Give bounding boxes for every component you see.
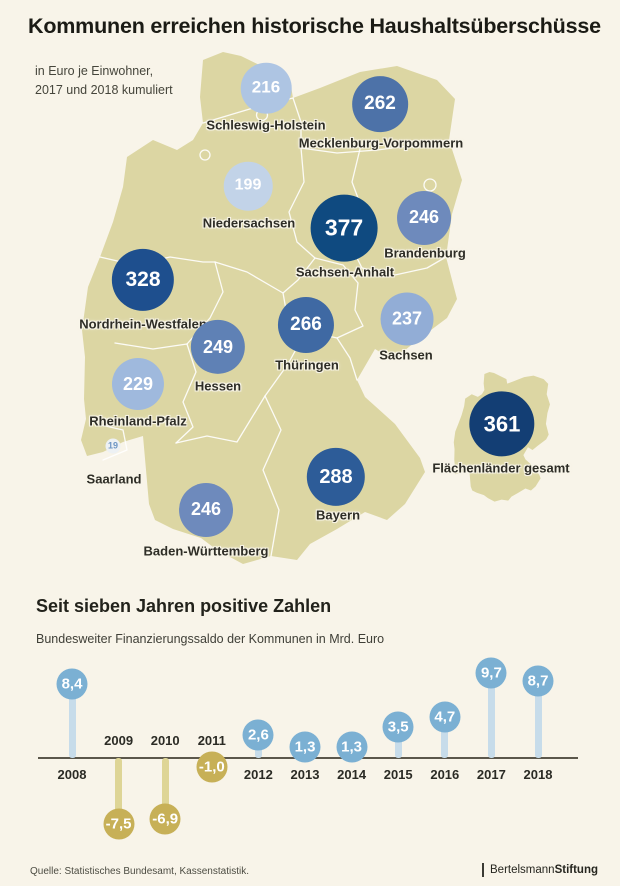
state-label-saarland: Saarland xyxy=(86,471,142,487)
map-subtitle-line2: 2017 und 2018 kumuliert xyxy=(35,83,173,98)
lollipop-stem-2010 xyxy=(161,758,169,819)
lollipop-value-2018: 8,7 xyxy=(522,665,554,697)
lollipop-value-2017: 9,7 xyxy=(475,657,507,689)
state-bubble-baden-w-rttemberg: 246 xyxy=(179,483,233,537)
state-label-fl-chenl-nder-gesamt: Flächenländer gesamt xyxy=(432,460,570,476)
state-bubble-brandenburg: 246 xyxy=(397,191,451,245)
state-bubble-sachsen-anhalt: 377 xyxy=(310,194,378,262)
state-label-sachsen-anhalt: Sachsen-Anhalt xyxy=(295,264,395,280)
state-label-rheinland-pfalz: Rheinland-Pfalz xyxy=(89,413,187,429)
germany-map xyxy=(75,52,470,585)
state-bubble-rheinland-pfalz: 229 xyxy=(111,357,165,411)
lollipop-stem-2008 xyxy=(68,684,76,758)
lollipop-stem-2017 xyxy=(487,672,495,758)
year-label-2008: 2008 xyxy=(57,767,87,782)
year-label-2013: 2013 xyxy=(290,767,320,782)
year-label-2016: 2016 xyxy=(430,767,460,782)
state-label-niedersachsen: Niedersachsen xyxy=(202,215,296,231)
city-state-bremen xyxy=(199,149,211,161)
city-state-berlin xyxy=(423,178,437,192)
year-label-2010: 2010 xyxy=(150,733,180,748)
state-label-schleswig-holstein: Schleswig-Holstein xyxy=(206,117,326,133)
year-label-2009: 2009 xyxy=(104,733,134,748)
chart-subtitle: Bundesweiter Finanzierungssaldo der Komm… xyxy=(36,632,385,646)
source-note: Quelle: Statistisches Bundesamt, Kassens… xyxy=(30,866,249,877)
state-bubble-saarland: 19 xyxy=(105,438,121,454)
page-title: Kommunen erreichen historische Haushalts… xyxy=(28,14,601,38)
state-bubble-fl-chenl-nder-gesamt: 361 xyxy=(469,391,535,457)
map-subtitle-line1: in Euro je Einwohner, xyxy=(35,64,154,78)
footer: Quelle: Statistisches Bundesamt, Kassens… xyxy=(0,860,620,886)
year-label-2018: 2018 xyxy=(523,767,553,782)
state-bubble-bayern: 288 xyxy=(306,447,366,507)
state-label-th-ringen: Thüringen xyxy=(275,357,339,373)
state-bubble-th-ringen: 266 xyxy=(277,296,335,354)
lollipop-value-2010: -6,9 xyxy=(149,803,181,835)
germany-outline xyxy=(81,52,462,564)
lollipop-value-2016: 4,7 xyxy=(429,701,461,733)
state-bubble-niedersachsen: 199 xyxy=(223,161,273,211)
state-bubble-sachsen: 237 xyxy=(380,292,434,346)
germany-map-svg xyxy=(81,52,462,564)
state-label-mecklenburg-vorpommern: Mecklenburg-Vorpommern xyxy=(298,135,464,151)
brand-bar-icon xyxy=(482,863,484,877)
year-label-2017: 2017 xyxy=(476,767,506,782)
lollipop-value-2013: 1,3 xyxy=(289,731,321,763)
brand-logo: BertelsmannStiftung xyxy=(482,863,598,877)
lollipop-chart: 8,4 2008 -7,5 2009 -6,9 2010 -1,0 2011 2,6 2012 1,… xyxy=(0,640,620,864)
state-bubble-hessen: 249 xyxy=(190,319,246,375)
lollipop-value-2012: 2,6 xyxy=(242,719,274,751)
state-borders xyxy=(96,97,450,557)
state-label-baden-w-rttemberg: Baden-Württemberg xyxy=(143,543,269,559)
year-label-2015: 2015 xyxy=(383,767,413,782)
state-bubble-schleswig-holstein: 216 xyxy=(240,62,292,114)
lollipop-value-2008: 8,4 xyxy=(56,668,88,700)
state-label-hessen: Hessen xyxy=(194,378,242,394)
state-bubble-nordrhein-westfalen: 328 xyxy=(111,248,175,312)
state-label-brandenburg: Brandenburg xyxy=(384,245,466,261)
state-bubble-mecklenburg-vorpommern: 262 xyxy=(352,76,408,132)
lollipop-value-2011: -1,0 xyxy=(196,751,228,783)
state-label-sachsen: Sachsen xyxy=(379,347,433,363)
state-label-bayern: Bayern xyxy=(315,507,361,523)
lollipop-stem-2016 xyxy=(441,716,449,758)
chart-title: Seit sieben Jahren positive Zahlen xyxy=(36,596,332,616)
year-label-2011: 2011 xyxy=(197,733,226,748)
lollipop-value-2009: -7,5 xyxy=(103,808,135,840)
lollipop-value-2014: 1,3 xyxy=(336,731,368,763)
state-label-nordrhein-westfalen: Nordrhein-Westfalen xyxy=(79,316,207,332)
lollipop-stem-2018 xyxy=(534,681,542,758)
year-label-2012: 2012 xyxy=(243,767,273,782)
brand-name-bold: Stiftung xyxy=(554,864,598,876)
map-subtitle: in Euro je Einwohner, 2017 und 2018 kumu… xyxy=(35,62,173,101)
brand-name-normal: Bertelsmann xyxy=(490,864,555,876)
lollipop-value-2015: 3,5 xyxy=(382,711,414,743)
lollipop-stem-2009 xyxy=(115,758,123,824)
year-label-2014: 2014 xyxy=(337,767,367,782)
